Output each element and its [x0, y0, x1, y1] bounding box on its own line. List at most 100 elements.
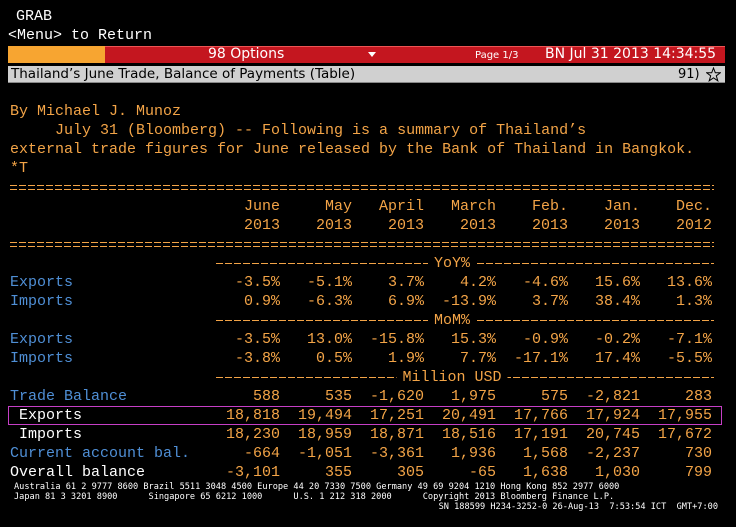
- cell-value: -1,051: [297, 445, 352, 462]
- headline: Thailand’s June Trade, Balance of Paymen…: [11, 66, 356, 82]
- menu-bar: [105, 46, 725, 63]
- cell-value: 18,230: [225, 426, 280, 443]
- cell-value: 18,871: [369, 426, 424, 443]
- cell-value: 17,672: [657, 426, 712, 443]
- row-label: Overall balance: [10, 464, 146, 481]
- page-indicator: Page 1/3: [475, 50, 519, 61]
- footer-line: SN 188599 H234-3252-0 26-Aug-13 7:53:54 …: [438, 502, 718, 512]
- cell-value: 15.6%: [594, 274, 640, 291]
- cell-value: -13.9%: [441, 293, 496, 310]
- column-header: May: [324, 198, 352, 215]
- byline: By Michael J. Munoz: [10, 103, 182, 120]
- column-header: 2013: [603, 217, 640, 234]
- cell-value: -3.8%: [234, 350, 280, 367]
- favorite-star[interactable]: [706, 67, 721, 82]
- separator: [10, 242, 714, 247]
- section-title: MoM%: [427, 311, 477, 330]
- column-header: April: [378, 198, 424, 215]
- section-title: Million USD: [396, 368, 508, 387]
- row-label: Trade Balance: [10, 388, 128, 405]
- cell-value: 283: [684, 388, 712, 405]
- cell-value: 799: [684, 464, 712, 481]
- cell-value: 38.4%: [594, 293, 640, 310]
- cell-value: -3,101: [225, 464, 280, 481]
- cell-value: 20,491: [441, 407, 496, 424]
- story-line: external trade figures for June released…: [10, 141, 695, 158]
- column-header: 2013: [315, 217, 352, 234]
- dropdown-arrow[interactable]: [368, 52, 376, 58]
- column-header: Feb.: [531, 198, 568, 215]
- cell-value: 355: [324, 464, 352, 481]
- column-header: Jan.: [603, 198, 640, 215]
- cell-value: 17,924: [585, 407, 640, 424]
- headline-bar: [8, 66, 725, 83]
- cell-value: 17,191: [513, 426, 568, 443]
- cell-value: -2,237: [585, 445, 640, 462]
- story-line: *T: [10, 160, 29, 177]
- story-line: July 31 (Bloomberg) -- Following is a su…: [10, 122, 587, 139]
- cell-value: -664: [243, 445, 280, 462]
- footer-line: Japan 81 3 3201 8900 Singapore 65 6212 1…: [14, 492, 615, 502]
- cell-value: -1,620: [369, 388, 424, 405]
- cell-value: 3.7%: [531, 293, 568, 310]
- return-hint[interactable]: <Menu> to Return: [8, 27, 153, 44]
- cell-value: 13.0%: [306, 331, 352, 348]
- cell-value: 17.4%: [594, 350, 640, 367]
- cell-value: 1.9%: [387, 350, 424, 367]
- cell-value: 535: [324, 388, 352, 405]
- cell-value: 0.9%: [243, 293, 280, 310]
- cell-value: 19,494: [297, 407, 352, 424]
- cell-value: 4.2%: [459, 274, 496, 291]
- command-box[interactable]: [8, 46, 105, 63]
- column-header: 2013: [531, 217, 568, 234]
- row-label: Exports: [10, 407, 83, 424]
- cell-value: 15.3%: [450, 331, 496, 348]
- row-label: Exports: [10, 331, 74, 348]
- cell-value: -6.3%: [306, 293, 352, 310]
- row-label: Imports: [10, 350, 74, 367]
- cell-value: 1.3%: [675, 293, 712, 310]
- row-label: Imports: [10, 293, 74, 310]
- cell-value: 588: [252, 388, 280, 405]
- row-label: Current account bal.: [10, 445, 191, 462]
- section-title: YoY%: [427, 254, 477, 273]
- cell-value: 18,959: [297, 426, 352, 443]
- column-header: March: [450, 198, 496, 215]
- cell-value: 1,030: [594, 464, 640, 481]
- row-label: Imports: [10, 426, 83, 443]
- cell-value: 17,251: [369, 407, 424, 424]
- cell-value: 17,766: [513, 407, 568, 424]
- cell-value: -2,821: [585, 388, 640, 405]
- column-header: June: [243, 198, 280, 215]
- column-header: 2012: [675, 217, 712, 234]
- column-header: Dec.: [675, 198, 712, 215]
- cell-value: -0.2%: [594, 331, 640, 348]
- cell-value: 17,955: [657, 407, 712, 424]
- cell-value: 18,818: [225, 407, 280, 424]
- cell-value: 0.5%: [315, 350, 352, 367]
- cell-value: -65: [468, 464, 496, 481]
- cell-value: -3,361: [369, 445, 424, 462]
- cell-value: -17.1%: [513, 350, 568, 367]
- cell-value: 20,745: [585, 426, 640, 443]
- cell-value: 1,638: [522, 464, 568, 481]
- app-name: GRAB: [16, 8, 53, 25]
- timestamp: BN Jul 31 2013 14:34:55: [545, 46, 717, 62]
- cell-value: 1,568: [522, 445, 568, 462]
- cell-value: 6.9%: [387, 293, 424, 310]
- options-menu[interactable]: 98 Options: [208, 46, 285, 62]
- cell-value: 7.7%: [459, 350, 496, 367]
- separator: [10, 185, 714, 190]
- row-label: Exports: [10, 274, 74, 291]
- cell-value: 1,975: [450, 388, 496, 405]
- cell-value: 575: [540, 388, 568, 405]
- column-header: 2013: [243, 217, 280, 234]
- story-number: 91): [678, 67, 700, 82]
- cell-value: 305: [396, 464, 424, 481]
- cell-value: -0.9%: [522, 331, 568, 348]
- footer-line: Australia 61 2 9777 8600 Brazil 5511 304…: [14, 482, 620, 492]
- cell-value: 3.7%: [387, 274, 424, 291]
- row-highlight: [8, 406, 722, 425]
- cell-value: 1,936: [450, 445, 496, 462]
